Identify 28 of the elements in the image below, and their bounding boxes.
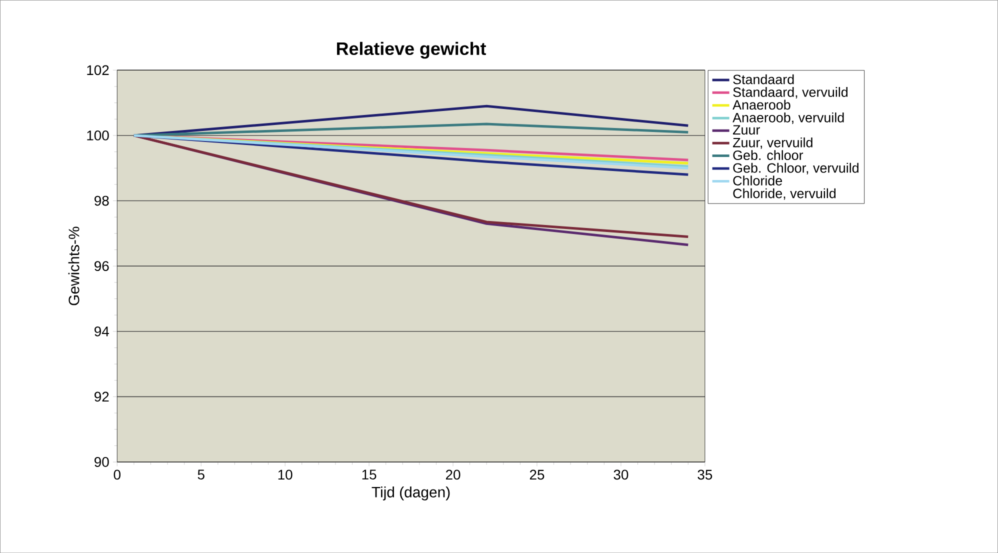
x-tick-label: 0 — [114, 470, 120, 480]
x-tick-label: 25 — [530, 470, 544, 480]
legend-label: Chloride — [733, 176, 782, 186]
x-tick-label: 15 — [362, 470, 376, 480]
y-tick-label: 96 — [94, 261, 109, 271]
chart-title: Relatieve gewicht — [337, 42, 486, 59]
legend-label: Geb. chloor — [733, 150, 804, 160]
legend-label: Geb. Chloor, vervuild — [733, 162, 858, 174]
legend-label: Anaeroob, vervuild — [732, 112, 844, 124]
y-tick-label: 98 — [94, 196, 109, 206]
y-tick-label: 100 — [87, 130, 109, 140]
legend-label: Anaeroob — [732, 100, 790, 110]
x-axis-title: Tijd (dagen) — [372, 486, 450, 500]
x-tick-label: 30 — [614, 470, 628, 480]
legend-label: Standaard — [733, 74, 794, 84]
y-tick-label: 102 — [87, 65, 109, 76]
y-tick-label: 94 — [94, 326, 109, 336]
text: Chloride, vervuild — [733, 188, 836, 200]
y-axis-title: Gewichts-% — [68, 226, 80, 306]
legend-label: Standaard, vervuild — [733, 86, 848, 98]
legend-label: Zuur — [732, 125, 760, 135]
legend-label: Zuur, vervuild — [732, 137, 812, 149]
y-tick-label: 90 — [94, 456, 109, 467]
x-tick-label: 5 — [198, 470, 204, 480]
x-tick-label: 10 — [278, 470, 292, 480]
x-tick-label: 20 — [446, 470, 460, 480]
x-tick-label: 35 — [698, 470, 712, 480]
y-tick-label: 92 — [94, 392, 109, 402]
